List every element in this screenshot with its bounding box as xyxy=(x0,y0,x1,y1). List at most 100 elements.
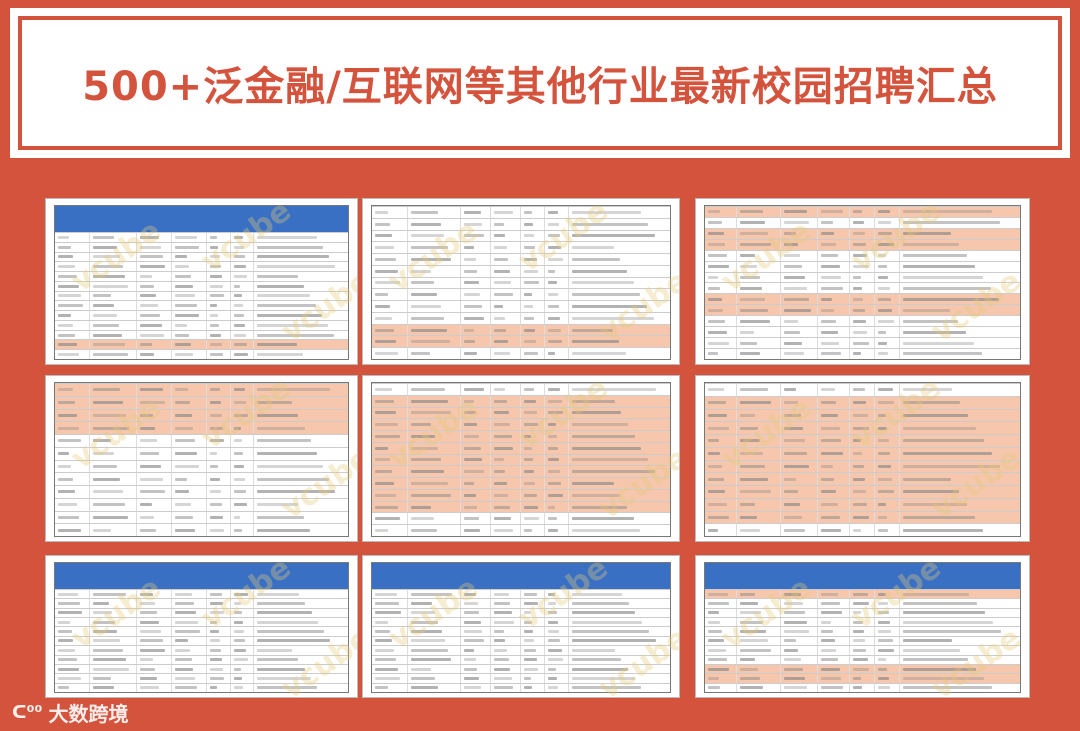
cell-text-placeholder xyxy=(175,630,200,634)
table-cell xyxy=(875,261,901,272)
cell-text-placeholder xyxy=(878,515,888,519)
table-cell xyxy=(850,608,876,618)
cell-text-placeholder xyxy=(708,210,721,214)
table-row xyxy=(372,383,670,395)
table-cell xyxy=(569,313,670,324)
cell-text-placeholder xyxy=(464,493,476,497)
table-cell xyxy=(875,228,901,239)
cell-text-placeholder xyxy=(58,333,75,337)
table-cell xyxy=(545,608,569,618)
table-cell xyxy=(231,252,255,262)
table-cell xyxy=(705,294,737,305)
table-cell xyxy=(781,283,819,294)
table-row xyxy=(55,434,348,447)
table-cell xyxy=(90,447,138,460)
cell-text-placeholder xyxy=(739,528,760,532)
cell-text-placeholder xyxy=(210,676,225,680)
cell-text-placeholder xyxy=(375,620,389,624)
cell-text-placeholder xyxy=(523,611,531,615)
table-cell xyxy=(737,486,781,498)
table-row xyxy=(705,408,1020,422)
table-cell xyxy=(461,618,492,627)
table-cell xyxy=(850,524,876,536)
cell-text-placeholder xyxy=(494,517,512,521)
table-cell xyxy=(55,301,91,311)
table-cell xyxy=(705,608,737,618)
table-cell xyxy=(55,608,91,618)
table-cell xyxy=(900,218,1020,228)
cell-text-placeholder xyxy=(571,340,620,344)
cell-text-placeholder xyxy=(783,297,809,301)
table-cell xyxy=(172,435,208,447)
table-cell xyxy=(207,281,231,291)
table-cell xyxy=(254,684,348,692)
cell-text-placeholder xyxy=(878,232,893,236)
table-cell xyxy=(705,283,737,294)
cell-text-placeholder xyxy=(175,464,200,468)
table-row xyxy=(55,626,348,636)
cell-text-placeholder xyxy=(410,352,431,356)
table-cell xyxy=(737,674,781,683)
cell-text-placeholder xyxy=(375,234,392,238)
table-cell xyxy=(850,646,876,655)
table-cell xyxy=(491,442,521,454)
table-cell xyxy=(231,646,255,655)
table-row xyxy=(372,253,670,265)
spreadsheet-thumbnail: vcube vcube vcube xyxy=(45,555,358,698)
table-cell xyxy=(818,384,850,396)
table-cell xyxy=(461,664,492,674)
cell-text-placeholder xyxy=(547,639,561,643)
cell-text-placeholder xyxy=(852,210,863,214)
table-cell xyxy=(521,513,545,525)
cell-text-placeholder xyxy=(571,648,615,652)
cell-text-placeholder xyxy=(821,243,837,247)
table-row xyxy=(372,488,670,501)
cell-text-placeholder xyxy=(821,286,843,290)
cell-text-placeholder xyxy=(739,592,756,596)
table-row xyxy=(705,598,1020,608)
cell-text-placeholder xyxy=(547,340,563,344)
table-cell xyxy=(900,524,1020,536)
cell-text-placeholder xyxy=(464,592,476,596)
cell-text-placeholder xyxy=(878,667,888,671)
cell-text-placeholder xyxy=(464,529,481,533)
cell-text-placeholder xyxy=(58,274,78,278)
cell-text-placeholder xyxy=(523,446,532,450)
cell-text-placeholder xyxy=(903,630,1002,634)
cell-text-placeholder xyxy=(571,639,656,643)
table-cell xyxy=(705,327,737,338)
cell-text-placeholder xyxy=(175,353,193,357)
cell-text-placeholder xyxy=(464,399,475,403)
table-cell xyxy=(90,340,138,350)
table-row xyxy=(705,238,1020,250)
table-cell xyxy=(521,636,545,646)
table-cell xyxy=(521,254,545,265)
cell-text-placeholder xyxy=(233,284,241,288)
cell-text-placeholder xyxy=(140,592,153,596)
cell-text-placeholder xyxy=(821,413,839,417)
table-cell xyxy=(545,419,569,431)
cell-text-placeholder xyxy=(821,602,840,606)
table-cell xyxy=(781,498,819,511)
cell-text-placeholder xyxy=(783,319,798,323)
cell-text-placeholder xyxy=(210,323,220,327)
table-cell xyxy=(137,608,173,618)
cell-text-placeholder xyxy=(523,210,532,214)
cell-text-placeholder xyxy=(375,352,398,356)
cell-text-placeholder xyxy=(523,630,534,634)
cell-text-placeholder xyxy=(878,464,892,468)
cell-text-placeholder xyxy=(903,388,953,392)
table-cell xyxy=(231,473,255,485)
table-cell xyxy=(137,460,173,473)
table-cell xyxy=(705,396,737,409)
table-cell xyxy=(737,239,781,250)
table-cell xyxy=(491,646,521,655)
table-cell xyxy=(137,350,173,359)
cell-text-placeholder xyxy=(58,452,70,456)
logo-icon: ᑕ⁰⁰ xyxy=(12,702,43,723)
cell-text-placeholder xyxy=(93,658,126,662)
cell-text-placeholder xyxy=(739,686,763,690)
cell-text-placeholder xyxy=(739,630,766,634)
cell-text-placeholder xyxy=(93,592,127,596)
table-row xyxy=(705,617,1020,627)
